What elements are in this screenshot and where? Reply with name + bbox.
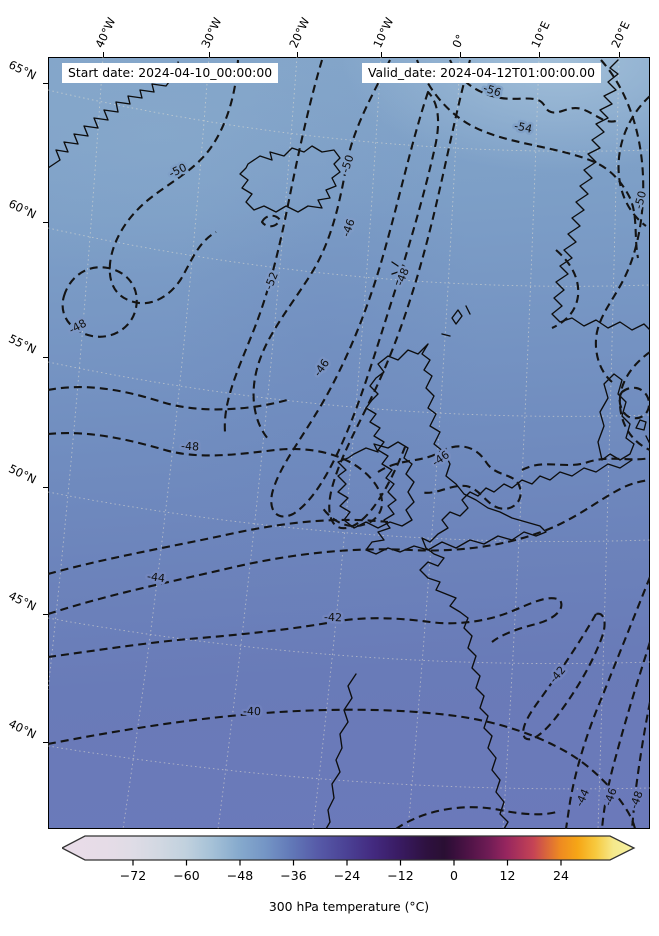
coast-continent [419,459,633,829]
left-axis-tick [43,742,48,744]
colorbar-tick-label: −60 [173,868,199,883]
contour-label: -42 [324,611,342,625]
top-axis-tick [297,52,299,57]
contour-label: -52 [262,270,281,292]
colorbar-tick-label: −72 [120,868,146,883]
top-axis-tick [460,52,462,57]
coast-iberia [325,673,357,829]
coast-norway [551,59,650,331]
colorbar-tick-label: −24 [334,868,360,883]
coast-iceland [239,145,341,213]
colorbar-bar [62,835,636,861]
contour-label: -44 [146,570,166,585]
contour-label: -48 [627,789,645,810]
colorbar-tick-label: −48 [227,868,253,883]
left-axis-label: 60°N [6,196,39,222]
left-axis-tick [43,487,48,489]
colorbar-tick-label: 12 [500,868,516,883]
top-axis-label: 30°W [198,15,225,50]
temperature-contours [48,59,650,829]
left-axis-tick [43,222,48,224]
contour-label: -50 [339,153,357,174]
contour-label: -40 [243,705,261,718]
contour-label: -56 [482,82,503,100]
coast-shetland [441,305,471,337]
colorbar-title: 300 hPa temperature (°C) [268,899,430,914]
top-axis-tick [209,52,211,57]
coast-greenland [48,61,181,169]
left-axis-tick [43,614,48,616]
colorbar-tick-label: −36 [280,868,306,883]
contour-label: -50 [632,190,649,211]
contour-label: -48 [393,266,412,288]
contour-label: -46 [311,357,332,379]
left-axis-label: 50°N [6,461,39,487]
colorbar: −72 −60 −48 −36 −24 −12 0 12 24 [62,835,636,883]
coast-faroes [391,261,409,275]
colorbar-tick-label: 24 [553,868,569,883]
top-axis-label: 20°E [608,19,633,50]
top-axis-tick [381,52,383,57]
valid-date-box: Valid_date: 2024-04-12T01:00:00.00 [362,63,602,83]
colorbar-tick-label: 0 [450,868,458,883]
contour-label: -46 [430,448,452,469]
contour-label: -54 [513,119,533,135]
left-axis-tick [43,357,48,359]
left-axis-label: 55°N [6,331,39,357]
contour-label: -44 [573,787,592,809]
top-axis-tick [539,52,541,57]
top-axis-label: 10°E [528,19,553,50]
top-axis-label: 10°W [370,15,397,50]
top-axis-label: 20°W [286,15,313,50]
coast-ireland [337,441,415,529]
colorbar-tick-label: −12 [387,868,413,883]
contour-label: -46 [601,786,619,807]
graticule [48,57,650,829]
left-axis-label: 65°N [6,57,39,83]
top-axis-label: 40°W [92,15,119,50]
contour-label: -46 [339,217,357,238]
contour-label: -50 [167,161,189,180]
left-axis-label: 45°N [6,588,39,614]
top-axis-tick [619,52,621,57]
contour-label: -42 [547,664,569,686]
start-date-box: Start date: 2024-04-10_00:00:00 [62,63,279,83]
left-axis-tick [43,83,48,85]
top-axis-label: 0° [449,32,468,50]
top-axis-tick [103,52,105,57]
contour-label: -48 [181,440,200,454]
left-axis-label: 40°N [6,716,39,742]
colorbar-ticks: −72 −60 −48 −36 −24 −12 0 12 24 [120,860,569,883]
map-overlay: -56-54-50 -50-50-52 -48-46-46-48-48-46-44-… [48,57,650,829]
